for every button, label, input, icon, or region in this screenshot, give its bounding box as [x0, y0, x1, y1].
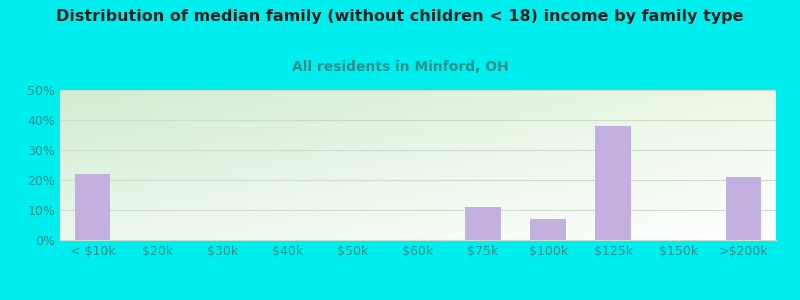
Text: Distribution of median family (without children < 18) income by family type: Distribution of median family (without c… [56, 9, 744, 24]
Bar [465, 207, 501, 240]
Bar [74, 174, 110, 240]
Bar [726, 177, 762, 240]
Bar [595, 126, 631, 240]
Bar [530, 219, 566, 240]
Text: All residents in Minford, OH: All residents in Minford, OH [292, 60, 508, 74]
